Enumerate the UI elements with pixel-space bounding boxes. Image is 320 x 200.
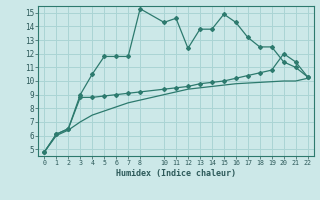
X-axis label: Humidex (Indice chaleur): Humidex (Indice chaleur) bbox=[116, 169, 236, 178]
